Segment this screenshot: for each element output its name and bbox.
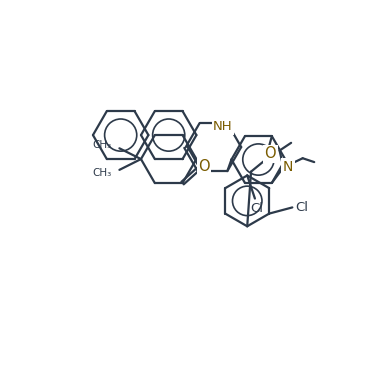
Text: N: N	[283, 160, 293, 174]
Text: O: O	[198, 159, 210, 174]
Text: CH₃: CH₃	[93, 168, 112, 178]
Text: Cl: Cl	[251, 202, 264, 215]
Text: CH₃: CH₃	[93, 140, 112, 150]
Text: NH: NH	[213, 120, 233, 133]
Text: Cl: Cl	[295, 201, 308, 214]
Text: O: O	[264, 146, 276, 161]
